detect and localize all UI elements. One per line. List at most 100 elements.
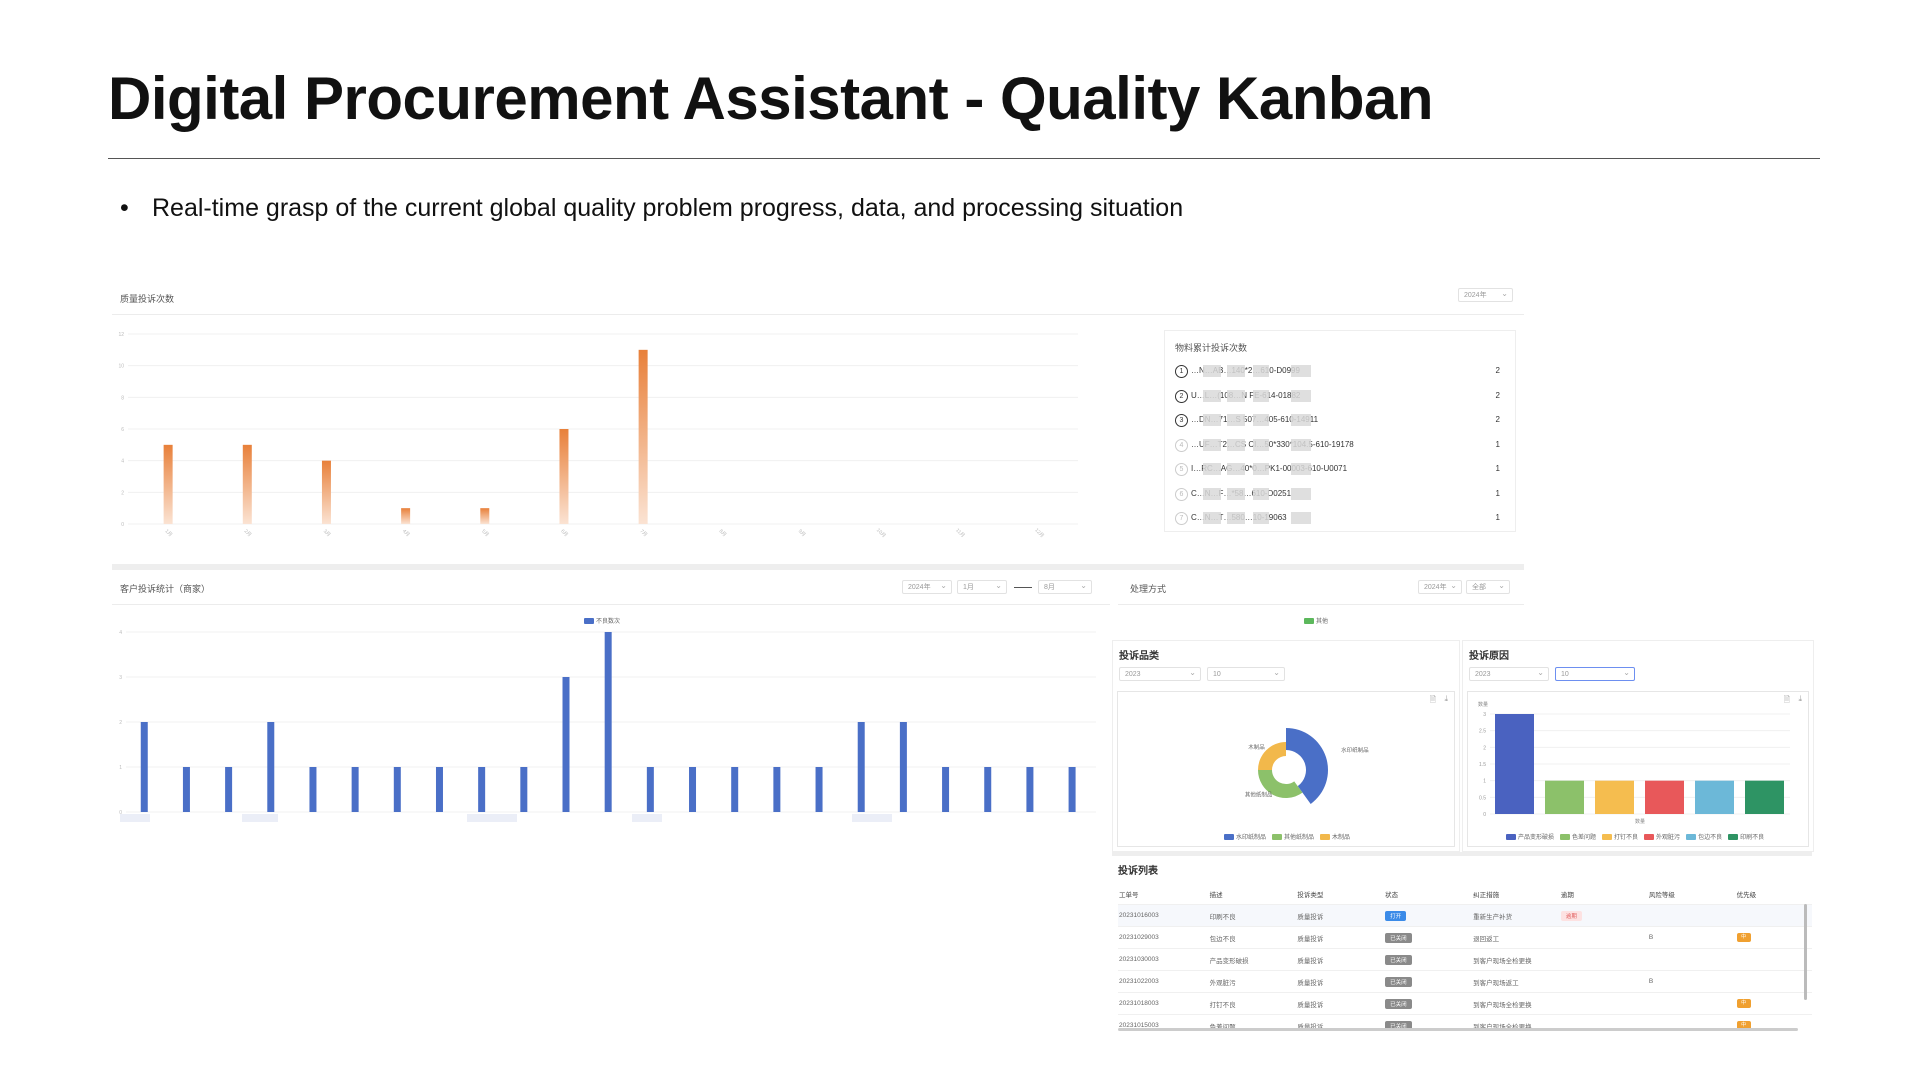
table-cell: 已关闭 (1384, 926, 1473, 949)
bar (942, 767, 950, 812)
y-tick-label: 2 (1483, 745, 1486, 751)
status-badge: 已关闭 (1385, 932, 1412, 943)
category-legend: 水印纸制品 其他纸制品 木制品 (1218, 832, 1350, 841)
doc-icon[interactable]: 🗎 (1429, 695, 1436, 704)
y-tick-label: 4 (119, 630, 122, 636)
bar (520, 767, 528, 812)
bar (815, 767, 823, 812)
doc-icon[interactable]: 🗎 (1783, 695, 1790, 704)
complaint-reason-panel: 投诉原因 2023 10 🗎 ⤓ 数量 3 2.5 2 1.5 1 0.5 0 数量 产品变形破… (1462, 640, 1814, 852)
column-header[interactable]: 描述 (1209, 892, 1223, 899)
download-icon[interactable]: ⤓ (1798, 694, 1802, 703)
column-header[interactable]: 风险等级 (1648, 892, 1675, 899)
bar (1595, 780, 1634, 814)
redaction-mask (1253, 389, 1269, 402)
x-tick-label: 8月 (718, 528, 728, 538)
category-panel-title: 投诉品类 (1119, 651, 1159, 662)
table-cell (1735, 948, 1812, 971)
column-header[interactable]: 纠正措施 (1473, 892, 1500, 899)
column-header[interactable]: 投诉类型 (1297, 892, 1324, 899)
table-cell: 逾期 (1559, 904, 1648, 927)
table-cell: 产品变形破损 (1208, 948, 1297, 971)
bar (478, 767, 486, 812)
table-row[interactable]: 20231015003 色差问题 质量投诉 已关闭 到客户现场全检更换 中 (1118, 1014, 1812, 1036)
rank-badge: 2 (1175, 389, 1188, 403)
table-cell (1559, 1014, 1648, 1036)
handling-year-select[interactable]: 2024年 (1418, 579, 1462, 594)
table-hscrollbar[interactable] (1118, 1028, 1798, 1031)
priority-badge: 中 (1736, 933, 1751, 942)
customer-from-month-select[interactable]: 1月 (957, 579, 1007, 594)
table-cell: 20231015003 (1118, 1014, 1209, 1036)
quality-complaints-panel: 质量投诉次数 2024年 1210864201月2月3月4月5月6月7月8月9月… (112, 284, 1524, 564)
y-tick-label: 0 (121, 522, 124, 528)
table-cell: 到客户现场返工 (1472, 970, 1560, 993)
legend-item: 其他纸制品 (1266, 834, 1314, 841)
y-tick-label: 4 (121, 459, 124, 465)
bar (242, 444, 252, 524)
table-row[interactable]: 20231018003 打钉不良 质量投诉 已关闭 到客户现场全检更换 中 (1118, 992, 1812, 1015)
table-cell: 质量投诉 (1296, 970, 1385, 993)
redaction-mask (1203, 487, 1221, 500)
customer-to-month-select[interactable]: 8月 (1038, 579, 1092, 594)
table-cell (1559, 970, 1648, 993)
y-tick-label: 2 (119, 720, 122, 726)
bar (899, 722, 907, 812)
bar (731, 767, 739, 812)
quality-year-select[interactable]: 2024年 (1458, 287, 1513, 302)
rank-badge: 5 (1175, 463, 1188, 476)
redaction-mask (1291, 487, 1311, 500)
rank-badge: 4 (1175, 438, 1188, 452)
rank-badge: 7 (1175, 512, 1188, 525)
x-tick-label: 7月 (638, 528, 648, 538)
redaction-mask (242, 814, 278, 822)
redaction-mask (632, 814, 662, 822)
redaction-mask (467, 814, 517, 822)
reason-year-select[interactable]: 2023 (1469, 666, 1549, 681)
redaction-mask (1253, 438, 1269, 451)
reason-month-select[interactable]: 10 (1555, 666, 1635, 681)
column-header[interactable]: 状态 (1385, 892, 1399, 899)
y-tick-label: 2.5 (1479, 729, 1486, 735)
legend-item: 外观脏污 (1638, 834, 1680, 841)
table-cell (1647, 904, 1736, 927)
rank-badge: 3 (1175, 414, 1188, 427)
table-cell: 质量投诉 (1296, 904, 1385, 927)
customer-legend: 不良数次 (584, 616, 620, 625)
y-tick-label: 1.5 (1479, 762, 1486, 768)
bar (559, 429, 569, 524)
table-scrollbar[interactable] (1804, 904, 1807, 1000)
page-title: Digital Procurement Assistant - Quality … (108, 65, 1434, 132)
handling-scope-select[interactable]: 全部 (1466, 579, 1510, 594)
legend-item: 色差问题 (1554, 834, 1596, 841)
table-cell: 20231016003 (1118, 904, 1209, 927)
table-cell (1559, 992, 1648, 1015)
material-name: …UF…T2…CS CI…50*330*104.5-610-19178 (1191, 439, 1354, 449)
table-cell (1647, 992, 1736, 1015)
bar (646, 767, 654, 812)
ranking-row: 5 I…RC…AG…40*0…PK1-00003-610-U0071 1 (1175, 463, 1500, 481)
section-divider (112, 564, 1524, 570)
column-header[interactable]: 工单号 (1119, 892, 1139, 899)
legend-item: 印刷不良 (1722, 834, 1764, 841)
bar (689, 767, 697, 812)
column-header[interactable]: 逾期 (1560, 892, 1574, 899)
y-tick-label: 0 (119, 810, 122, 816)
rank-badge: 6 (1175, 487, 1188, 501)
category-year-select[interactable]: 2023 (1119, 666, 1201, 681)
status-badge: 已关闭 (1385, 998, 1412, 1009)
redaction-mask (120, 814, 150, 822)
customer-year-select[interactable]: 2024年 (902, 579, 952, 594)
table-row[interactable]: 20231030003 产品变形破损 质量投诉 已关闭 到客户现场全检更换 (1118, 948, 1812, 971)
table-row[interactable]: 20231029003 包边不良 质量投诉 已关闭 退回返工 B 中 (1118, 926, 1812, 949)
category-month-select[interactable]: 10 (1207, 666, 1285, 681)
redaction-mask (852, 814, 892, 822)
download-icon[interactable]: ⤓ (1444, 694, 1448, 703)
column-header[interactable]: 优先级 (1736, 892, 1757, 899)
table-row[interactable]: 20231016003 印刷不良 质量投诉 打开 重新生产补货 逾期 (1118, 904, 1812, 927)
table-cell: 印刷不良 (1208, 904, 1297, 927)
table-row[interactable]: 20231022003 外观脏污 质量投诉 已关闭 到客户现场返工 B (1118, 970, 1812, 993)
table-cell: B (1647, 926, 1736, 949)
